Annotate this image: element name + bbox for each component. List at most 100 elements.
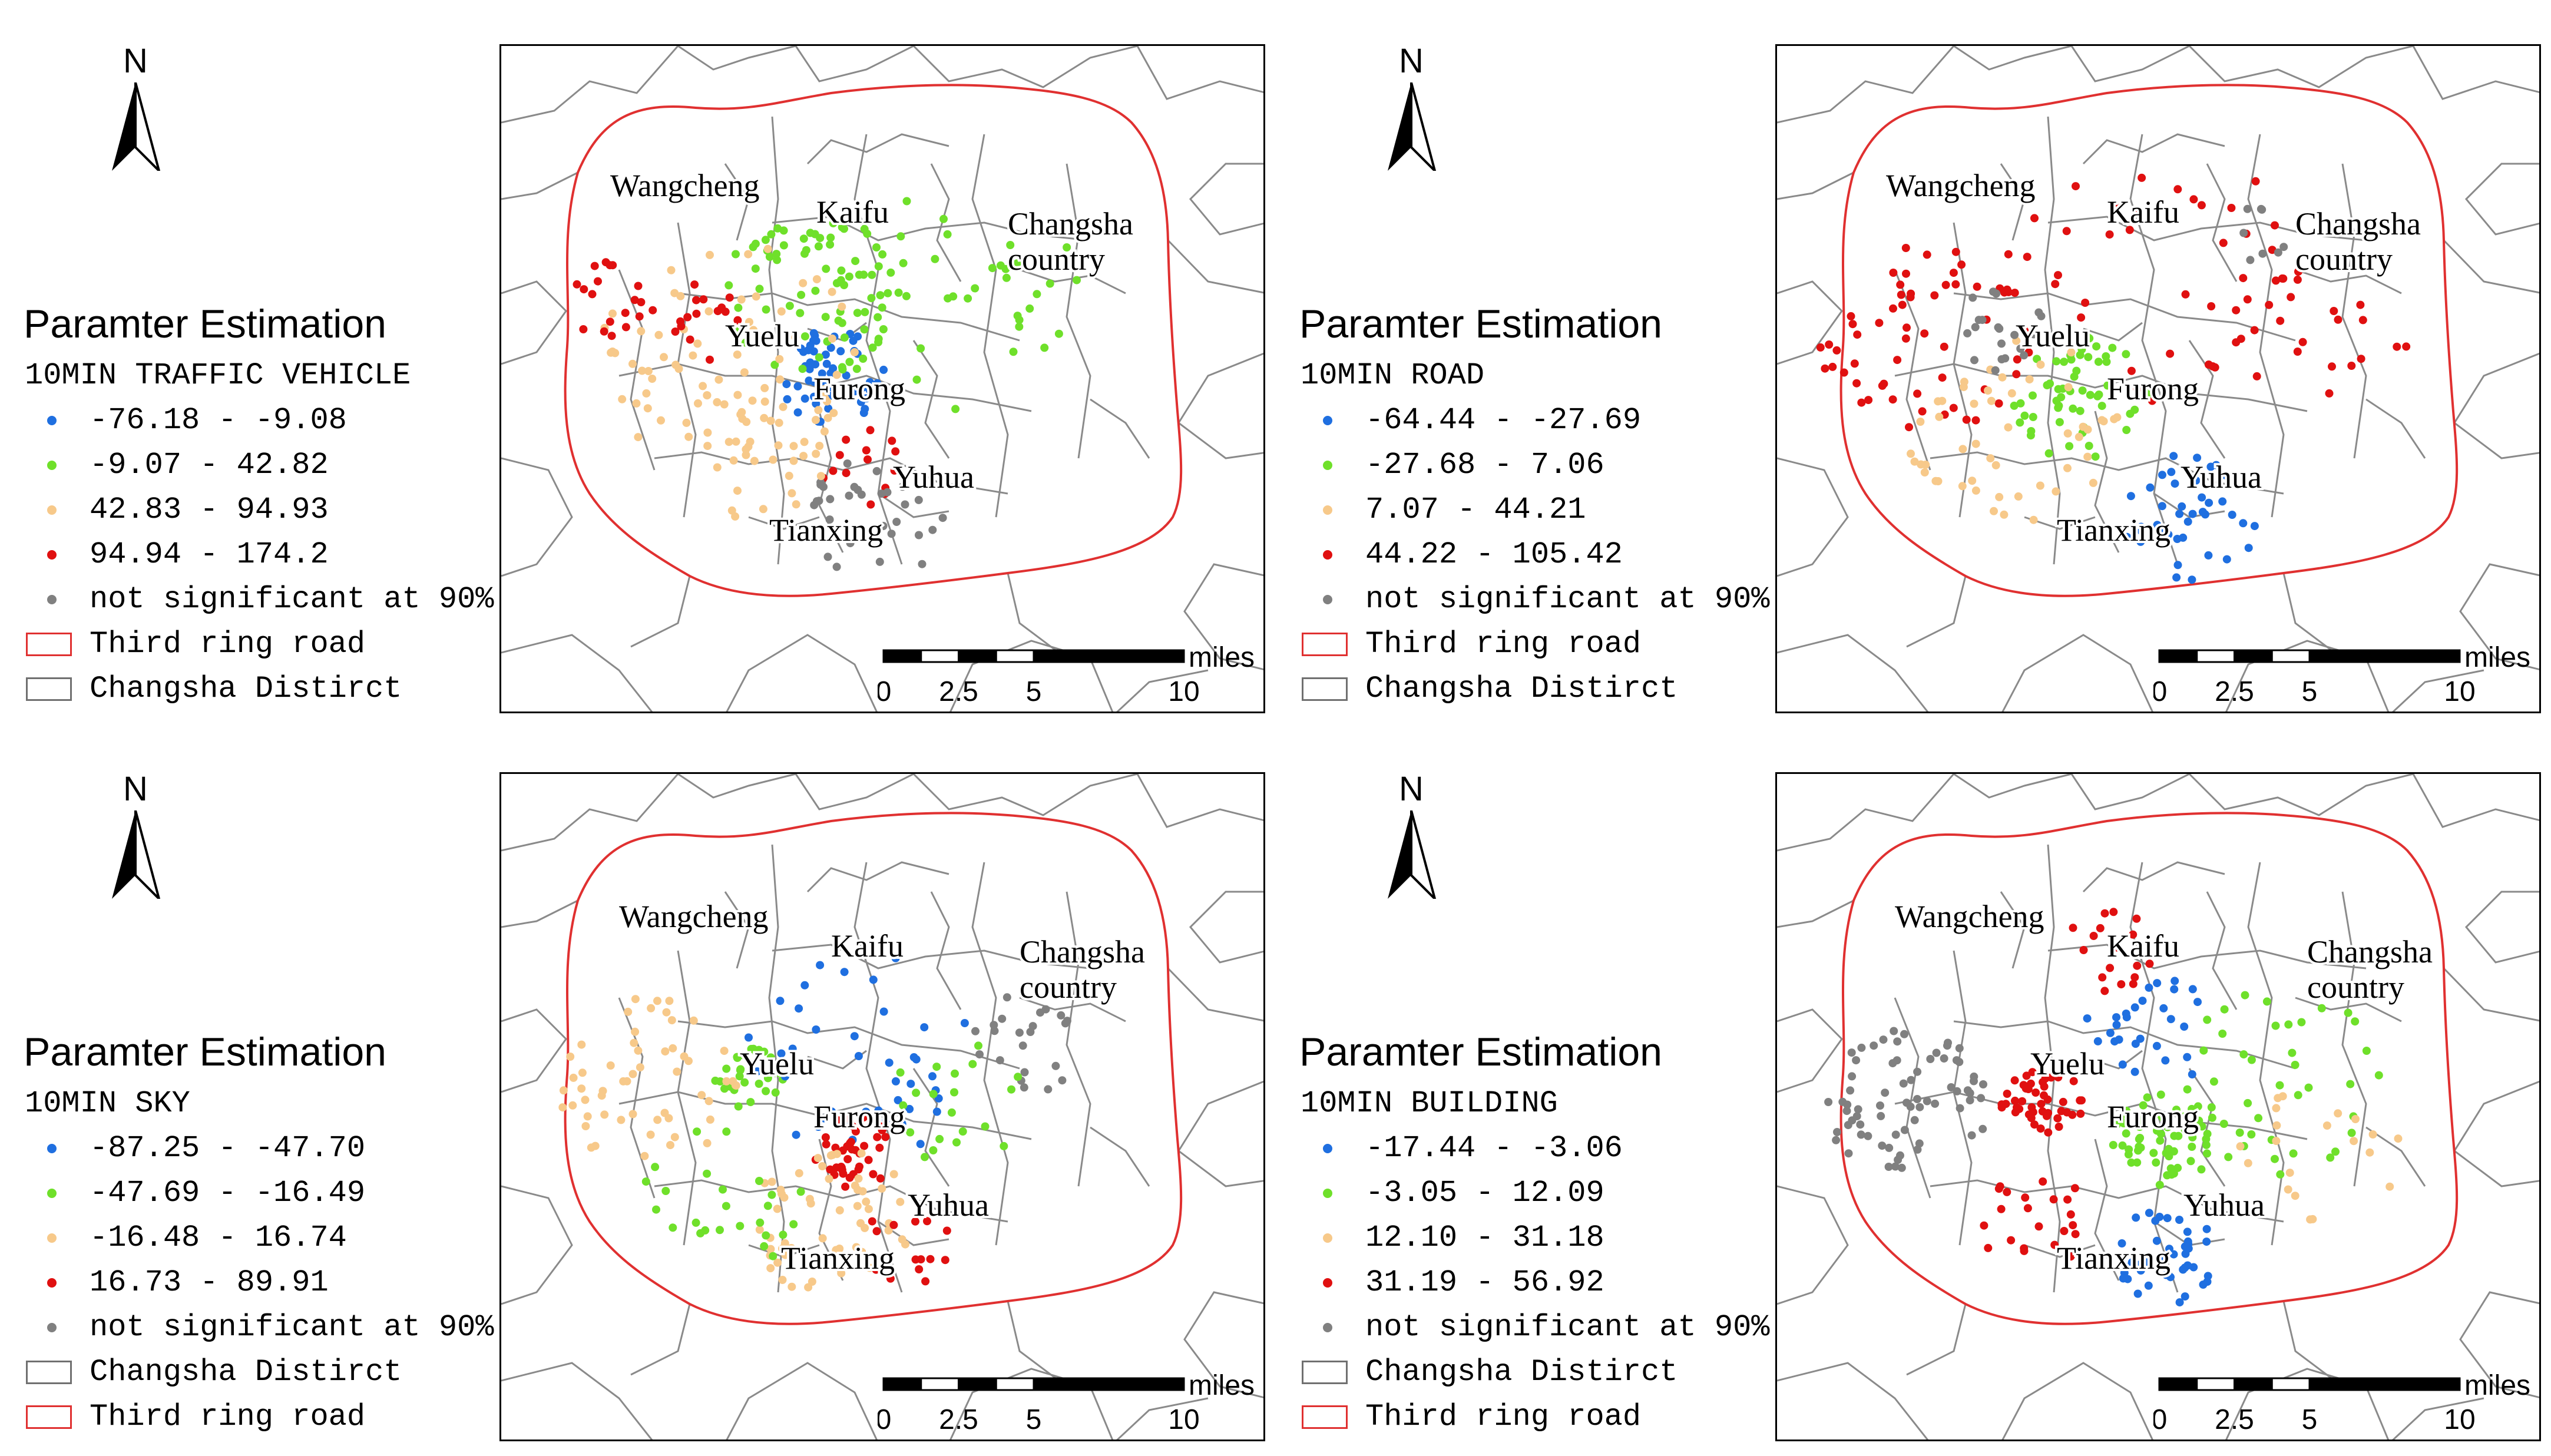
sample-point: [2236, 1142, 2245, 1151]
third-ring-road: [564, 812, 1183, 1325]
legend-dot: [47, 416, 57, 425]
district-boundary: [2206, 163, 2238, 282]
sample-point: [697, 1091, 706, 1100]
sample-point: [2036, 481, 2044, 490]
sample-point: [729, 456, 738, 465]
sample-point: [733, 391, 742, 399]
sample-point: [935, 1134, 944, 1143]
sample-point: [2368, 1130, 2377, 1139]
sample-point: [896, 232, 905, 241]
sample-point: [2149, 1149, 2158, 1157]
district-boundary: [2453, 1080, 2539, 1187]
legend-dot: [1323, 416, 1332, 425]
sample-point: [2130, 973, 2139, 982]
district-boundary: [2082, 861, 2225, 893]
legend-class-label: -3.05 - 12.09: [1365, 1176, 1604, 1210]
sample-point: [1880, 379, 1888, 388]
sample-point: [2158, 502, 2166, 511]
sample-point: [2103, 381, 2112, 390]
sample-point: [1847, 1048, 1856, 1057]
sample-point: [831, 1143, 840, 1152]
sample-point: [2018, 1097, 2027, 1106]
sample-point: [2138, 997, 2147, 1005]
sample-point: [2236, 335, 2245, 343]
sample-point: [657, 416, 665, 425]
sample-point: [2165, 1152, 2173, 1161]
sample-point: [2039, 1078, 2047, 1087]
district-boundary: [768, 116, 785, 565]
sample-point: [2007, 389, 2016, 398]
sample-point: [914, 495, 923, 504]
sample-point: [654, 330, 663, 339]
sample-point: [2218, 1030, 2227, 1038]
district-boundary: [806, 133, 949, 165]
sample-point: [806, 1199, 815, 1208]
sample-point: [1905, 423, 1913, 432]
sample-point: [2189, 195, 2198, 204]
sample-point: [782, 380, 791, 389]
legend-class-4: 31.19 - 56.92: [1299, 1260, 1771, 1305]
sample-point: [759, 332, 767, 340]
district-boundary: [2188, 774, 2414, 816]
sample-point: [749, 326, 758, 335]
sample-point: [878, 303, 886, 312]
sample-point: [2183, 1227, 2192, 1236]
scale-tick-label: 5: [2302, 1404, 2318, 1435]
sample-point: [2054, 403, 2063, 412]
sample-point: [837, 266, 846, 275]
scale-tick-label: 10: [1168, 1404, 1199, 1435]
sample-point: [840, 224, 848, 233]
sample-point: [887, 530, 896, 538]
district-boundary: [1894, 1091, 2308, 1140]
sample-point: [2356, 300, 2365, 309]
legend-class-4: 94.94 - 174.2: [24, 532, 495, 577]
sample-point: [735, 1072, 744, 1081]
sample-point: [711, 1076, 720, 1085]
district-label-yuelu: Yuelu: [2016, 318, 2090, 353]
sample-point: [789, 456, 798, 465]
sample-point: [2069, 404, 2077, 413]
sample-point: [716, 1226, 724, 1235]
sample-point: [932, 1107, 941, 1116]
sample-point: [744, 250, 753, 259]
sample-point: [2074, 432, 2083, 441]
sample-point: [905, 1104, 914, 1113]
sample-point: [641, 1177, 650, 1186]
sample-point: [810, 378, 819, 386]
district-boundary: [1953, 774, 2072, 799]
legend-dot: [47, 1278, 57, 1288]
sample-point: [2069, 924, 2077, 932]
district-boundary: [2070, 774, 2190, 810]
sample-point: [733, 350, 742, 359]
sample-point: [2180, 1022, 2189, 1031]
sample-point: [942, 1226, 951, 1235]
sample-point: [823, 413, 832, 422]
sample-point: [868, 1217, 876, 1226]
sample-point: [1877, 1111, 1885, 1120]
sample-point: [2298, 337, 2307, 346]
sample-point: [866, 426, 875, 435]
sample-point: [2175, 509, 2184, 518]
sample-point: [872, 1265, 881, 1274]
sample-point: [2293, 275, 2302, 284]
sample-point: [2173, 185, 2182, 194]
sample-point: [796, 344, 805, 353]
sample-point: [1980, 1221, 1988, 1230]
scale-segment: [920, 649, 959, 663]
sample-point: [2330, 307, 2338, 315]
legend-line-1: Third ring road: [24, 622, 495, 667]
legend-class-3: 12.10 - 31.18: [1299, 1216, 1771, 1260]
sample-point: [968, 1060, 977, 1068]
north-label: N: [123, 770, 148, 808]
sample-point: [836, 347, 845, 356]
district-boundary: [2443, 239, 2539, 294]
sample-point: [1889, 304, 1897, 313]
sample-point: [749, 1044, 758, 1053]
sample-point: [2117, 980, 2126, 989]
sample-point: [1828, 362, 1837, 371]
sample-point: [2170, 977, 2179, 985]
scale-segment: [882, 649, 922, 663]
sample-point: [2091, 452, 2100, 461]
sample-point: [791, 333, 800, 342]
